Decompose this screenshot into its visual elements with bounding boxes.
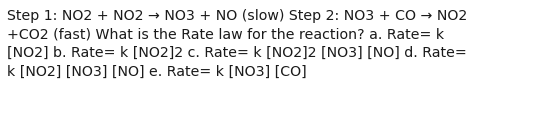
Text: Step 1: NO2 + NO2 → NO3 + NO (slow) Step 2: NO3 + CO → NO2
+CO2 (fast) What is t: Step 1: NO2 + NO2 → NO3 + NO (slow) Step… — [7, 9, 467, 79]
